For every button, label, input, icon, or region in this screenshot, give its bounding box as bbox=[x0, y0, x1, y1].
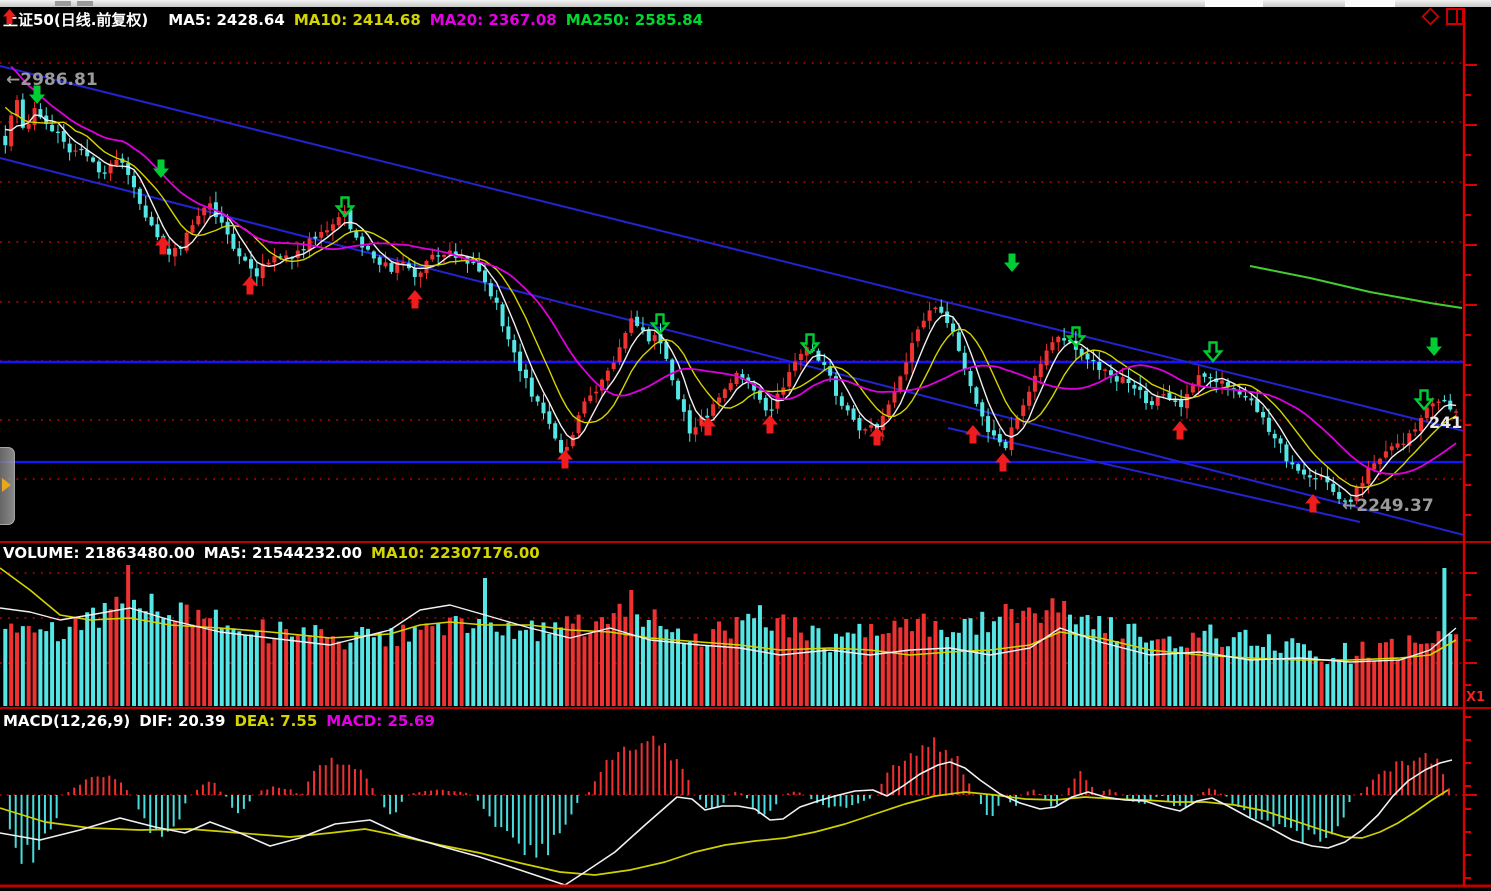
macd-value: MACD: 25.69 bbox=[326, 712, 435, 730]
volume-value: VOLUME: 21863480.00 bbox=[3, 544, 195, 562]
ma250-value: MA250: 2585.84 bbox=[565, 11, 704, 29]
expand-right-icon bbox=[2, 478, 11, 492]
titlebar-mark bbox=[77, 1, 93, 6]
titlebar-mark bbox=[1345, 0, 1395, 7]
volume-ma10-value: MA10: 22307176.00 bbox=[371, 544, 540, 562]
trade-signal-arrows bbox=[29, 85, 1442, 513]
macd-pane bbox=[0, 735, 1464, 886]
ma5-value: MA5: 2428.64 bbox=[168, 11, 285, 29]
chart-toolbar bbox=[1421, 8, 1467, 28]
volume-unit-label: X1 bbox=[1466, 690, 1486, 705]
diamond-tool-icon[interactable] bbox=[1421, 8, 1440, 26]
ma10-value: MA10: 2414.68 bbox=[293, 11, 421, 29]
dif-value: DIF: 20.39 bbox=[139, 712, 226, 730]
window-high-label: ←2986.81 bbox=[6, 70, 98, 90]
window-low-label: ←2249.37 bbox=[1342, 496, 1434, 516]
last-price-label: 2414 bbox=[1429, 413, 1463, 432]
main-chart-header: 上证50(日线.前复权) MA5: 2428.64 MA10: 2414.68 MA2… bbox=[3, 9, 712, 30]
sidebar-expander-tab[interactable] bbox=[0, 447, 15, 525]
volume-pane bbox=[0, 565, 1464, 706]
main-price-pane bbox=[0, 62, 1464, 536]
dea-value: DEA: 7.55 bbox=[234, 712, 318, 730]
volume-ma5-value: MA5: 21544232.00 bbox=[203, 544, 363, 562]
chart-frame bbox=[0, 8, 1491, 888]
macd-header: MACD(12,26,9) DIF: 20.39 DEA: 7.55 MACD: 25… bbox=[3, 712, 444, 730]
titlebar-mark bbox=[1205, 0, 1263, 7]
ma20-value: MA20: 2367.08 bbox=[429, 11, 557, 29]
window-titlebar bbox=[0, 0, 1491, 7]
macd-title: MACD(12,26,9) bbox=[3, 712, 131, 730]
titlebar-mark bbox=[55, 1, 71, 6]
symbol-title: 上证50(日线.前复权) bbox=[3, 11, 149, 29]
split-window-icon[interactable] bbox=[1446, 8, 1464, 25]
volume-header: VOLUME: 21863480.00 MA5: 21544232.00 MA10:… bbox=[3, 544, 549, 562]
